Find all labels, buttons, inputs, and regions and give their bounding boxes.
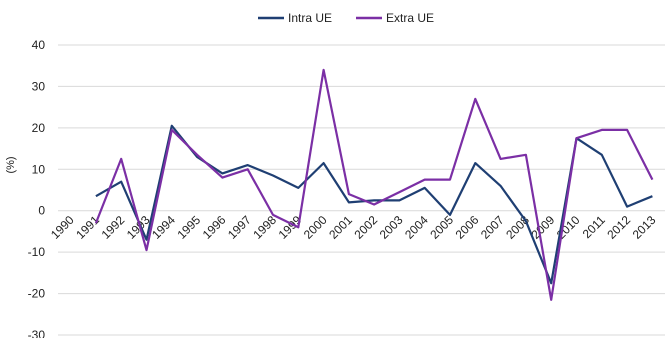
y-axis-label: (%) — [5, 156, 17, 173]
x-tick-label: 2002 — [351, 213, 380, 242]
series-line-extra-ue — [94, 68, 654, 301]
legend-label: Intra UE — [288, 11, 332, 25]
x-tick-label: 2001 — [326, 213, 355, 242]
legend: Intra UE Extra UE — [258, 11, 434, 25]
y-tick-label: -20 — [28, 287, 46, 301]
legend-item: Intra UE — [258, 11, 332, 25]
x-tick-label: 2011 — [580, 213, 608, 241]
y-tick-label: -30 — [28, 328, 46, 338]
legend-label: Extra UE — [386, 11, 434, 25]
series-lines — [94, 68, 654, 301]
x-tick-label: 2007 — [478, 213, 507, 242]
x-tick-label: 2005 — [427, 213, 456, 242]
x-tick-label: 1997 — [225, 213, 254, 242]
x-tick-label: 1996 — [200, 213, 229, 242]
x-tick-label: 2003 — [377, 213, 406, 242]
x-tick-label: 2013 — [630, 213, 659, 242]
y-tick-label: 0 — [38, 204, 45, 218]
gridlines — [58, 44, 665, 336]
x-tick-label: 1990 — [48, 213, 77, 242]
x-tick-label: 2012 — [604, 213, 633, 242]
y-axis-ticks: 40 30 20 10 0 -10 -20 -30 — [28, 38, 46, 338]
x-tick-label: 2006 — [453, 213, 482, 242]
x-tick-label: 2000 — [301, 213, 330, 242]
x-tick-label: 1992 — [99, 213, 128, 242]
y-tick-label: -10 — [28, 245, 46, 259]
legend-item: Extra UE — [356, 11, 434, 25]
y-tick-label: 20 — [32, 121, 46, 135]
y-tick-label: 40 — [32, 38, 46, 52]
x-tick-label: 1995 — [174, 213, 203, 242]
x-tick-label: 2004 — [402, 213, 431, 242]
y-tick-label: 10 — [32, 162, 46, 176]
y-tick-label: 30 — [32, 79, 46, 93]
